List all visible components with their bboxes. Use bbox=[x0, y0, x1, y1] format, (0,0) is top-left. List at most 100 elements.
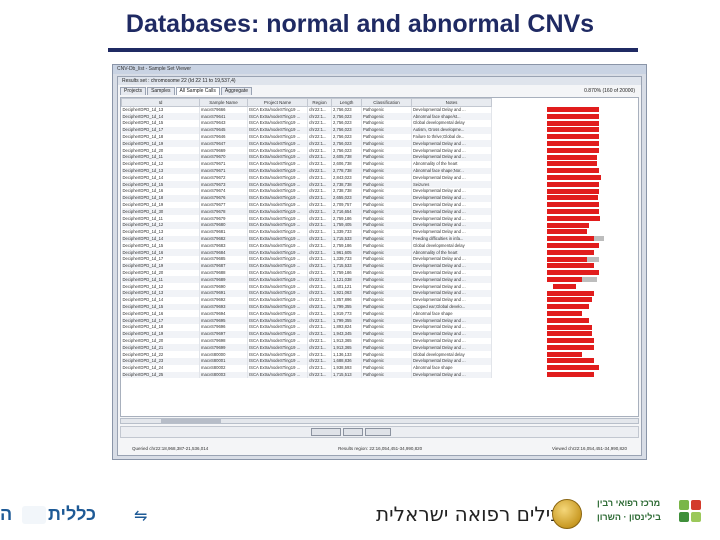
cnv-bar[interactable] bbox=[546, 147, 599, 153]
table-row[interactable]: DecipherIDPD_1d_17 macvS79645 ISCA Extra/n… bbox=[121, 126, 492, 134]
cnv-bar[interactable] bbox=[546, 174, 602, 180]
cnv-bar[interactable] bbox=[546, 127, 599, 133]
table-row[interactable]: DecipherIDPD_1d_30 macvS79678 ISCA Extra/n… bbox=[121, 208, 492, 216]
chromosome-ruler[interactable] bbox=[120, 426, 639, 438]
cnv-bar[interactable] bbox=[546, 331, 592, 337]
table-row[interactable]: DecipherIDPD_1d_13 macvS79666 ISCA Extra/n… bbox=[121, 106, 492, 114]
table-row[interactable]: DecipherIDPD_1d_20 macvS79688 ISCA Extra/n… bbox=[121, 269, 492, 277]
table-row[interactable]: DecipherIDPD_1d_12 macvS79680 ISCA Extra/n… bbox=[121, 222, 492, 229]
cnv-bar[interactable] bbox=[546, 188, 599, 194]
cnv-bar[interactable] bbox=[546, 263, 595, 269]
table-row[interactable]: DecipherIDPD_1d_16 macvS79684 ISCA Extra/n… bbox=[121, 249, 492, 257]
table-row[interactable]: DecipherIDPD_1d_19 macvS79687 ISCA Extra/n… bbox=[121, 262, 492, 270]
cnv-bar[interactable] bbox=[546, 297, 592, 303]
cnv-bar[interactable] bbox=[546, 134, 599, 140]
cnv-bar[interactable] bbox=[546, 168, 599, 174]
cnv-bar[interactable] bbox=[546, 202, 599, 208]
table-row[interactable]: DecipherIDPD_1d_19 macvS79677 ISCA Extra/n… bbox=[121, 201, 492, 209]
table-row[interactable]: DecipherIDPD_1d_25 macvS80003 ISCA Extra/n… bbox=[121, 371, 492, 379]
column-header[interactable]: Sample Name bbox=[199, 98, 248, 107]
cnv-bar[interactable] bbox=[546, 249, 595, 255]
cnv-bar[interactable] bbox=[546, 236, 595, 242]
table-cell: Developmental Delay and ... bbox=[411, 147, 492, 155]
table-row[interactable]: DecipherIDPD_1d_15 macvS79673 ISCA Extra/n… bbox=[121, 181, 492, 189]
table-cell: Pathogenic bbox=[361, 290, 412, 297]
cnv-bar[interactable] bbox=[546, 365, 599, 371]
table-row[interactable]: DecipherIDPD_1d_15 macvS79693 ISCA Extra/n… bbox=[121, 303, 492, 311]
table-row[interactable]: DecipherIDPD_1d_14 macvS79641 ISCA Extra/n… bbox=[121, 113, 492, 121]
cnv-bar[interactable] bbox=[546, 276, 583, 282]
table-row[interactable]: DecipherIDPD_1d_11 macvS79670 ISCA Extra/n… bbox=[121, 154, 492, 161]
table-cell: chr22:1... bbox=[307, 324, 332, 331]
cnv-bar[interactable] bbox=[546, 310, 583, 316]
table-row[interactable]: DecipherIDPD_1d_20 macvS79698 ISCA Extra/n… bbox=[121, 337, 492, 345]
cnv-bar[interactable] bbox=[546, 338, 595, 344]
table-row[interactable]: DecipherIDPD_1d_15 macvS79643 ISCA Extra/n… bbox=[121, 120, 492, 127]
table-row[interactable]: DecipherIDPD_1d_14 macvS79682 ISCA Extra/n… bbox=[121, 235, 492, 243]
cnv-bar[interactable] bbox=[546, 229, 588, 235]
cnv-bar[interactable] bbox=[546, 208, 599, 214]
table-row[interactable]: DecipherIDPD_1d_17 macvS79685 ISCA Extra/n… bbox=[121, 256, 492, 263]
table-row[interactable]: DecipherIDPD_1d_18 macvS79696 ISCA Extra/n… bbox=[121, 324, 492, 331]
table-row[interactable]: DecipherIDPD_1d_16 macvS79674 ISCA Extra/n… bbox=[121, 188, 492, 195]
cnv-bar[interactable] bbox=[546, 256, 588, 262]
cnv-bar[interactable] bbox=[546, 317, 590, 323]
table-row[interactable]: DecipherIDPD_1d_23 macvS80001 ISCA Extra/n… bbox=[121, 357, 492, 365]
cnv-bar[interactable] bbox=[546, 344, 595, 350]
table-row[interactable]: DecipherIDPD_1d_16 macvS79694 ISCA Extra/n… bbox=[121, 310, 492, 318]
table-row[interactable]: DecipherIDPD_1d_13 macvS79691 ISCA Extra/n… bbox=[121, 290, 492, 297]
horizontal-scrollbar[interactable] bbox=[120, 418, 639, 424]
table-row[interactable]: DecipherIDPD_1d_11 macvS79679 ISCA Extra/n… bbox=[121, 215, 492, 223]
cnv-bar[interactable] bbox=[546, 154, 597, 160]
cnv-bar[interactable] bbox=[546, 304, 590, 310]
table-row[interactable]: DecipherIDPD_1d_18 macvS79676 ISCA Extra/n… bbox=[121, 194, 492, 202]
tab-projects[interactable]: Projects bbox=[120, 87, 147, 95]
table-row[interactable]: DecipherIDPD_1d_12 macvS79671 ISCA Extra/n… bbox=[121, 160, 492, 168]
cnv-bar[interactable] bbox=[546, 324, 592, 330]
cnv-bar[interactable] bbox=[552, 283, 577, 289]
table-row[interactable]: DecipherIDPD_1d_24 macvS80002 ISCA Extra/n… bbox=[121, 364, 492, 372]
table-cell: DecipherIDPD_1d_18 bbox=[121, 324, 200, 331]
column-header[interactable]: Length bbox=[331, 98, 362, 107]
scrollbar-thumb[interactable] bbox=[161, 419, 221, 423]
column-header[interactable]: Region bbox=[307, 98, 332, 107]
table-row[interactable]: DecipherIDPD_1d_19 macvS79697 ISCA Extra/n… bbox=[121, 330, 492, 338]
results-grid[interactable]: Id Sample Name Project Name Region Length Cla… bbox=[120, 97, 639, 417]
table-row[interactable]: DecipherIDPD_1d_20 macvS79669 ISCA Extra/n… bbox=[121, 147, 492, 155]
column-header[interactable]: Id bbox=[121, 98, 200, 107]
cnv-bar[interactable] bbox=[546, 242, 599, 248]
table-row[interactable]: DecipherIDPD_1d_21 macvS79699 ISCA Extra/n… bbox=[121, 344, 492, 352]
tab-samples[interactable]: Samples bbox=[147, 87, 175, 95]
tab-all-sample-calls[interactable]: All Sample Calls bbox=[175, 87, 220, 95]
table-row[interactable]: DecipherIDPD_1d_14 macvS79672 ISCA Extra/n… bbox=[121, 174, 492, 182]
table-row[interactable]: DecipherIDPD_1d_22 macvS80000 ISCA Extra/n… bbox=[121, 351, 492, 358]
cnv-bar[interactable] bbox=[546, 113, 599, 119]
column-header[interactable]: Project Name bbox=[247, 98, 308, 107]
cnv-bar[interactable] bbox=[546, 372, 595, 378]
table-row[interactable]: DecipherIDPD_1d_15 macvS79683 ISCA Extra/n… bbox=[121, 242, 492, 250]
cnv-bar[interactable] bbox=[546, 358, 595, 364]
table-row[interactable]: DecipherIDPD_1d_17 macvS79695 ISCA Extra/n… bbox=[121, 317, 492, 324]
cnv-bar[interactable] bbox=[546, 120, 599, 126]
cnv-bar[interactable] bbox=[546, 270, 599, 276]
tab-aggregate[interactable]: Aggregate bbox=[220, 87, 252, 95]
table-row[interactable]: DecipherIDPD_1d_11 macvS79689 ISCA Extra/n… bbox=[121, 276, 492, 284]
cnv-bar[interactable] bbox=[546, 215, 601, 221]
table-row[interactable]: DecipherIDPD_1d_13 macvS79671 ISCA Extra/n… bbox=[121, 167, 492, 175]
cnv-bar[interactable] bbox=[546, 140, 599, 146]
cnv-bar[interactable] bbox=[546, 290, 595, 296]
cnv-bar[interactable] bbox=[546, 161, 597, 167]
cnv-bar[interactable] bbox=[546, 351, 583, 357]
column-header[interactable]: Notes bbox=[411, 98, 492, 107]
column-header[interactable]: Classification bbox=[361, 98, 412, 107]
cnv-bar[interactable] bbox=[546, 181, 599, 187]
table-row[interactable]: DecipherIDPD_1d_13 macvS79681 ISCA Extra/n… bbox=[121, 228, 492, 236]
table-row[interactable]: DecipherIDPD_1d_12 macvS79690 ISCA Extra/n… bbox=[121, 283, 492, 291]
table-cell: 2,759,186 bbox=[331, 215, 362, 223]
cnv-bar[interactable] bbox=[546, 222, 590, 228]
table-row[interactable]: DecipherIDPD_1d_19 macvS79647 ISCA Extra/n… bbox=[121, 140, 492, 148]
cnv-bar[interactable] bbox=[546, 195, 598, 201]
table-row[interactable]: DecipherIDPD_1d_14 macvS79692 ISCA Extra/n… bbox=[121, 296, 492, 304]
table-row[interactable]: DecipherIDPD_1d_18 macvS79646 ISCA Extra/n… bbox=[121, 133, 492, 141]
cnv-bar[interactable] bbox=[546, 107, 599, 112]
